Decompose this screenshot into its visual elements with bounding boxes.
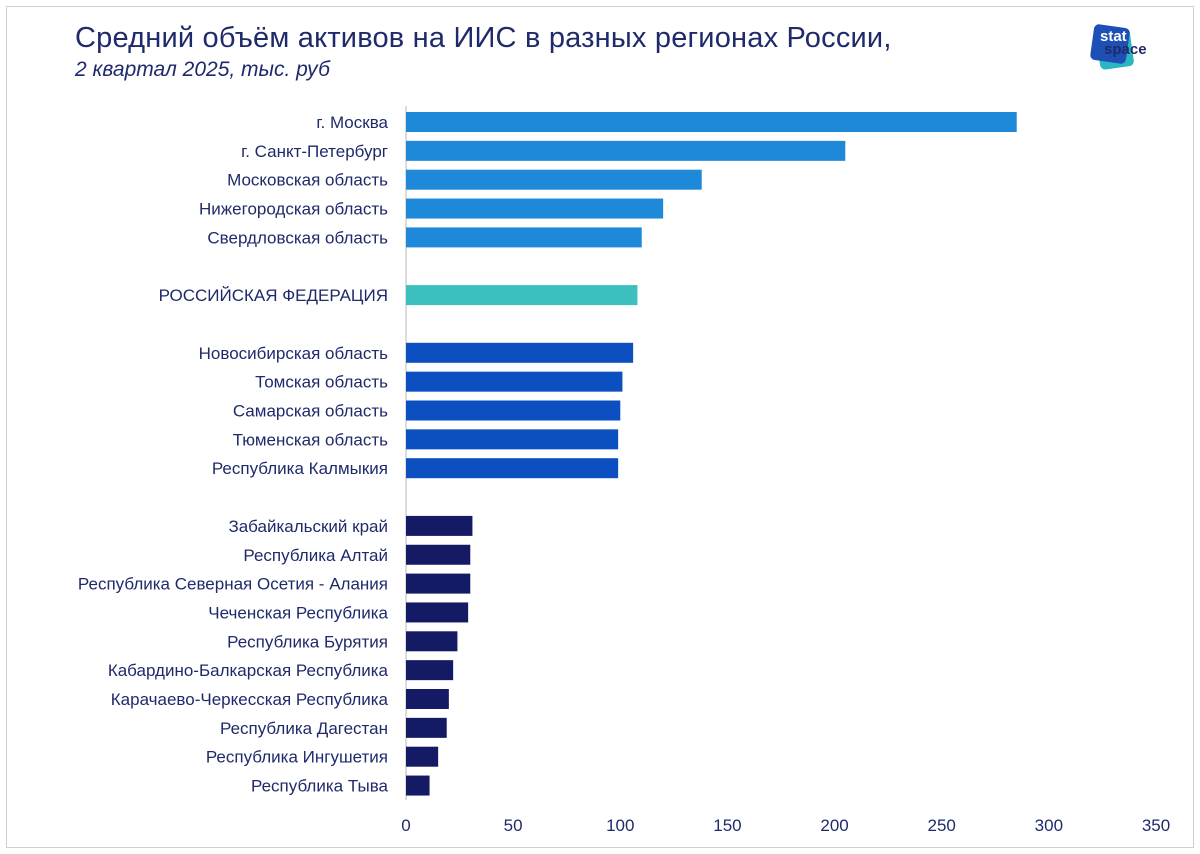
category-label: Забайкальский край bbox=[228, 517, 388, 536]
category-label: Кабардино-Балкарская Республика bbox=[108, 661, 389, 680]
statspace-logo: stat space bbox=[1089, 23, 1180, 72]
category-label: Республика Бурятия bbox=[227, 632, 388, 651]
bar bbox=[406, 660, 454, 681]
x-tick-label: 100 bbox=[606, 816, 634, 835]
category-label: Республика Северная Осетия - Алания bbox=[78, 575, 388, 594]
bar bbox=[406, 689, 449, 709]
category-label: Нижегородская область bbox=[199, 200, 388, 219]
x-tick-label: 350 bbox=[1142, 816, 1170, 835]
logo-line2: space bbox=[1104, 41, 1147, 58]
bar bbox=[406, 544, 471, 565]
bar bbox=[406, 371, 623, 392]
x-tick-label: 300 bbox=[1035, 816, 1063, 835]
category-label: Самарская область bbox=[233, 402, 388, 421]
x-tick-label: 150 bbox=[713, 816, 741, 835]
bar bbox=[406, 631, 458, 652]
logo-text: stat space bbox=[1100, 28, 1147, 58]
category-label: Томская область bbox=[255, 373, 388, 392]
category-label: Карачаево-Черкесская Республика bbox=[111, 690, 389, 709]
category-label: г. Москва bbox=[316, 113, 388, 132]
bar bbox=[406, 285, 638, 306]
category-label: Свердловская область bbox=[207, 228, 388, 247]
category-label: Чеченская Республика bbox=[208, 603, 388, 622]
x-tick-label: 200 bbox=[820, 816, 848, 835]
category-label: Московская область bbox=[227, 171, 388, 190]
bar bbox=[406, 515, 473, 536]
bar bbox=[406, 429, 619, 450]
bar bbox=[406, 198, 664, 219]
x-tick-label: 0 bbox=[401, 816, 410, 835]
bar bbox=[406, 458, 619, 479]
bar bbox=[406, 169, 702, 190]
bar bbox=[406, 775, 430, 796]
chart-title: Средний объём активов на ИИС в разных ре… bbox=[75, 22, 892, 54]
category-label: Республика Калмыкия bbox=[212, 459, 388, 478]
bar bbox=[406, 400, 621, 421]
logo-line1: stat bbox=[1100, 28, 1127, 45]
category-label: Республика Тыва bbox=[251, 777, 389, 796]
category-label: Республика Дагестан bbox=[220, 719, 388, 738]
bar bbox=[406, 342, 634, 363]
chart-subtitle: 2 квартал 2025, тыс. руб bbox=[75, 58, 330, 81]
category-label: РОССИЙСКАЯ ФЕДЕРАЦИЯ bbox=[159, 286, 388, 305]
category-label: Новосибирская область bbox=[199, 344, 388, 363]
bar bbox=[406, 717, 447, 738]
bar bbox=[406, 140, 846, 161]
x-tick-label: 50 bbox=[504, 816, 523, 835]
bar bbox=[406, 227, 642, 248]
category-label: Республика Алтай bbox=[243, 546, 388, 565]
bar bbox=[406, 746, 439, 767]
category-label: г. Санкт-Петербург bbox=[241, 142, 388, 161]
chart-frame bbox=[6, 6, 1194, 848]
bar bbox=[406, 112, 1017, 132]
category-label: Республика Ингушетия bbox=[206, 748, 388, 767]
category-label: Тюменская область bbox=[233, 430, 389, 449]
x-tick-label: 250 bbox=[928, 816, 956, 835]
bar bbox=[406, 602, 469, 623]
bar bbox=[406, 573, 471, 594]
